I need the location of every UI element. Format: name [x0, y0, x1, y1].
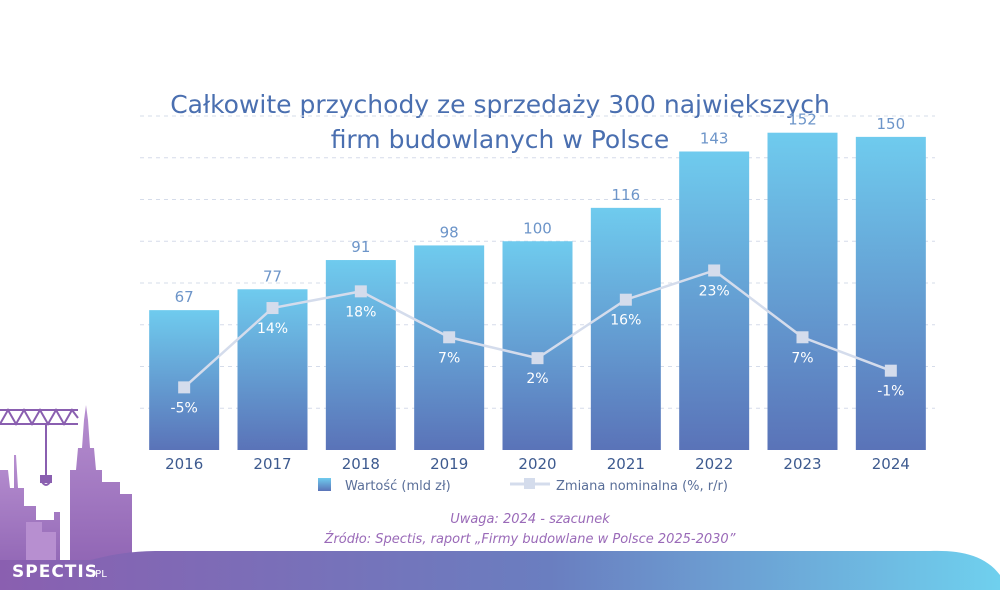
pct-label-2016: -5% — [171, 400, 198, 416]
year-label-2023: 2023 — [783, 455, 821, 473]
legend-bar-label: Wartość (mld zł) — [345, 479, 451, 494]
line-marker-2023 — [796, 331, 809, 344]
pct-label-2022: 23% — [699, 283, 730, 299]
value-label-2016: 67 — [175, 288, 194, 306]
year-label-2022: 2022 — [695, 455, 733, 473]
line-marker-2022 — [708, 264, 721, 277]
line-marker-2021 — [619, 293, 632, 306]
year-label-2024: 2024 — [872, 455, 910, 473]
pct-label-2018: 18% — [345, 304, 376, 320]
year-label-2016: 2016 — [165, 455, 203, 473]
line-marker-2016 — [178, 381, 191, 394]
legend-line-label: Zmiana nominalna (%, r/r) — [556, 479, 728, 494]
value-label-2024: 150 — [877, 115, 906, 133]
logo-suffix: .PL — [92, 569, 107, 580]
year-label-2017: 2017 — [253, 455, 291, 473]
year-label-2021: 2021 — [607, 455, 645, 473]
pct-label-2021: 16% — [610, 313, 641, 329]
year-label-2019: 2019 — [430, 455, 468, 473]
value-label-2017: 77 — [263, 267, 282, 285]
spectis-logo[interactable]: SPECTIS .PL — [12, 562, 107, 582]
pct-label-2017: 14% — [257, 321, 288, 337]
bar-2016 — [149, 310, 220, 450]
bar-2020 — [502, 241, 573, 450]
pct-label-2019: 7% — [438, 350, 460, 366]
bar-2022 — [679, 151, 750, 451]
value-label-2019: 98 — [440, 223, 459, 241]
bar-2021 — [590, 207, 661, 450]
bar-2024 — [855, 136, 926, 450]
year-label-2018: 2018 — [342, 455, 380, 473]
legend: Wartość (mld zł) Zmiana nominalna (%, r/… — [318, 478, 728, 494]
pct-label-2020: 2% — [526, 371, 548, 387]
line-marker-2018 — [354, 285, 367, 298]
line-marker-2017 — [266, 302, 279, 315]
note-source: Źródło: Spectis, raport „Firmy budowlane… — [324, 531, 736, 547]
chart-title-line-2: firm budowlanych w Polsce — [331, 125, 670, 154]
value-label-2020: 100 — [523, 219, 552, 237]
note-estimate: Uwaga: 2024 - szacunek — [450, 512, 610, 527]
value-label-2021: 116 — [612, 186, 641, 204]
bar-2023 — [767, 132, 838, 450]
crane-icon — [0, 407, 79, 486]
legend-line-marker — [524, 478, 535, 489]
bar-2019 — [414, 245, 485, 450]
value-label-2022: 143 — [700, 129, 729, 147]
line-series — [178, 264, 897, 394]
value-label-2023: 152 — [788, 111, 817, 129]
city-skyline-illustration — [0, 405, 132, 590]
line-marker-2020 — [531, 352, 544, 365]
logo-text: SPECTIS — [12, 562, 98, 582]
bar-series — [149, 132, 926, 451]
pct-label-2023: 7% — [791, 350, 813, 366]
data-labels: 67 2016 77 2017 91 2018 98 2019 100 2020 116 2021 14… — [165, 111, 910, 473]
value-label-2018: 91 — [351, 238, 370, 256]
line-marker-2024 — [884, 364, 897, 377]
pct-label-2024: -1% — [877, 384, 904, 400]
bottom-wave — [0, 550, 1000, 590]
year-label-2020: 2020 — [518, 455, 556, 473]
chart-title-line-1: Całkowite przychody ze sprzedaży 300 naj… — [170, 90, 830, 119]
legend-bar-swatch — [318, 478, 331, 491]
line-marker-2019 — [443, 331, 456, 344]
bar-2017 — [237, 289, 308, 450]
